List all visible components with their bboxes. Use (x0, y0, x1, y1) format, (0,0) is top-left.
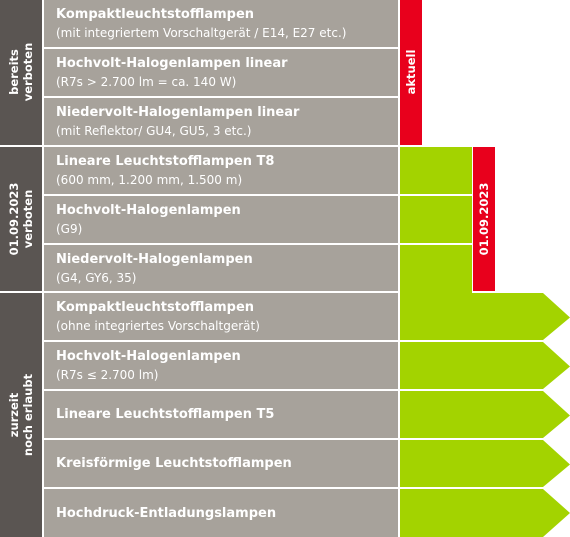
lamp-subtitle: (mit integriertem Vorschaltgerät / E14, … (56, 26, 347, 40)
lamp-subtitle: (600 mm, 1.200 mm, 1.500 m) (56, 173, 243, 187)
lamp-row: Kompaktleuchtstofflampen (ohne integrier… (44, 293, 398, 342)
lamp-row: Lineare Leuchtstofflampen T5 (44, 391, 398, 440)
current-ban-bar (400, 0, 422, 145)
group-label-allowed: zurzeit noch erlaubt (7, 373, 35, 457)
lamp-title: Hochdruck-Entladungslampen (56, 505, 277, 521)
lamp-subtitle: (ohne integriertes Vorschaltgerät) (56, 319, 260, 333)
group-bar-allowed (0, 293, 42, 537)
lamp-subtitle: (G4, GY6, 35) (56, 271, 137, 285)
lamp-row: Hochvolt-Halogenlampen (G9) (44, 196, 398, 245)
lamp-title: Niedervolt-Halogenlampen linear (56, 105, 300, 120)
lamp-row: Niedervolt-Halogenlampen linear (mit Ref… (44, 98, 398, 147)
allowed-arrow (400, 391, 570, 438)
lamp-row: Kreisförmige Leuchtstofflampen (44, 440, 398, 489)
lamp-subtitle: (R7s ≤ 2.700 lm) (56, 368, 159, 382)
lamp-title: Niedervolt-Halogenlampen (56, 252, 253, 267)
lamp-subtitle: (R7s > 2.700 lm = ca. 140 W) (56, 75, 237, 89)
lamp-title: Hochvolt-Halogenlampen (56, 349, 241, 364)
date-ban-label: 01.09.2023 (477, 182, 491, 256)
green-cell (400, 196, 472, 245)
allowed-arrow (400, 342, 570, 389)
date-ban-bar (473, 147, 495, 291)
group-label-banned: bereits verboten (7, 42, 35, 102)
allowed-arrow (400, 489, 570, 537)
allowed-arrow (400, 440, 570, 487)
group-label-2023: 01.09.2023 verboten (7, 182, 35, 256)
lamp-row: Hochdruck-Entladungslampen (44, 489, 398, 537)
lamp-title: Hochvolt-Halogenlampen (56, 203, 241, 218)
lamp-title: Hochvolt-Halogenlampen linear (56, 56, 288, 71)
lamp-row: Niedervolt-Halogenlampen (G4, GY6, 35) (44, 245, 398, 293)
lamp-title: Kompaktleuchtstofflampen (56, 300, 255, 315)
allowed-arrow (400, 293, 570, 340)
lamp-title: Kreisförmige Leuchtstofflampen (56, 456, 292, 471)
lamp-subtitle: (mit Reflektor/ GU4, GU5, 3 etc.) (56, 124, 252, 138)
current-ban-label: aktuell (404, 49, 418, 95)
lamp-title: Kompaktleuchtstofflampen (56, 7, 255, 22)
lamp-subtitle: (G9) (56, 222, 83, 236)
group-bar-banned (0, 0, 42, 145)
green-cell (400, 147, 472, 196)
group-bar-2023 (0, 147, 42, 291)
lamp-row: Hochvolt-Halogenlampen linear (R7s > 2.7… (44, 49, 398, 98)
lamp-row: Hochvolt-Halogenlampen (R7s ≤ 2.700 lm) (44, 342, 398, 391)
lamp-row: Lineare Leuchtstofflampen T8 (600 mm, 1.… (44, 147, 398, 196)
lamp-title: Lineare Leuchtstofflampen T5 (56, 407, 275, 422)
lamp-row: Kompaktleuchtstofflampen (mit integriert… (44, 0, 398, 49)
lamp-title: Lineare Leuchtstofflampen T8 (56, 154, 275, 169)
green-cell (400, 245, 472, 293)
